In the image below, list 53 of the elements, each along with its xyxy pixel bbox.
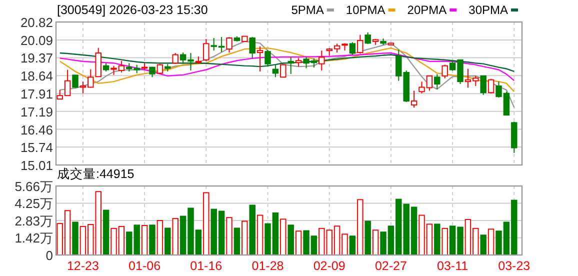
y-tick-label: 20.82	[20, 15, 53, 30]
x-tick-label: 01-06	[128, 259, 161, 273]
bar	[256, 214, 264, 256]
bar	[442, 228, 448, 256]
bar	[288, 224, 294, 256]
legend-label: 20PMA	[407, 3, 447, 17]
y-tick-label: 16.46	[20, 122, 53, 138]
y-tick-label: 19.37	[20, 50, 53, 66]
bar	[349, 236, 356, 256]
bar	[488, 228, 494, 256]
bar	[141, 225, 148, 256]
bar	[156, 220, 164, 256]
x-tick-label: 01-16	[190, 259, 222, 273]
bar	[249, 204, 256, 256]
bar	[172, 218, 178, 256]
bar	[72, 222, 78, 256]
bar	[203, 192, 210, 256]
y-tick-label: 2.83万	[14, 214, 53, 228]
legend-label: 30PMA	[468, 3, 508, 17]
y-tick-label: 20.09	[20, 32, 53, 48]
bar	[295, 230, 302, 256]
bar	[234, 228, 240, 256]
bar	[372, 230, 379, 256]
y-tick-label: 1.42万	[14, 230, 53, 246]
chart-title: [300549] 2026-03-23 15:30	[57, 3, 208, 17]
y-tick-label: 0	[46, 248, 53, 263]
legend-label: 10PMA	[346, 3, 386, 17]
y-tick-label: 17.19	[20, 104, 53, 120]
x-tick-label: 01-28	[252, 259, 284, 273]
bar	[480, 234, 486, 256]
y-tick-label: 15.01	[20, 158, 53, 173]
y-tick-label: 4.25万	[14, 196, 53, 212]
bar	[226, 217, 232, 256]
legend-label: 5PMA	[291, 3, 324, 17]
bar	[357, 199, 364, 256]
bar	[434, 224, 440, 256]
y-tick-label: 5.66万	[14, 179, 53, 194]
chart-title: 成交量:44915	[57, 166, 134, 181]
x-tick-label: 02-09	[313, 259, 346, 273]
bar	[102, 210, 110, 256]
x-tick-label: 12-23	[66, 259, 99, 273]
line-series	[59, 52, 515, 82]
x-tick-label: 02-27	[374, 259, 407, 273]
bar	[280, 218, 286, 256]
y-tick-label: 17.91	[20, 86, 53, 102]
bar	[364, 220, 371, 256]
y-tick-label: 18.64	[20, 68, 53, 84]
x-tick-label: 03-23	[498, 259, 530, 273]
y-tick-label: 15.74	[20, 140, 53, 156]
x-tick-label: 03-11	[437, 259, 468, 273]
bar	[242, 220, 248, 256]
bar	[164, 228, 171, 256]
bar	[149, 224, 156, 256]
